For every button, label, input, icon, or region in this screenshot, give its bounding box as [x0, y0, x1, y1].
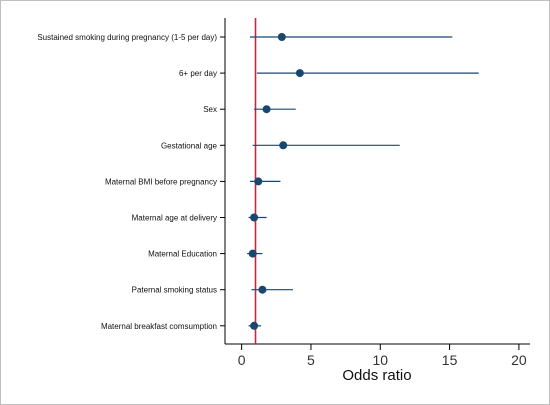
y-tick-label-1: 6+ per day: [179, 69, 217, 78]
point-estimate-3: [279, 141, 288, 150]
y-tick-label-0: Sustained smoking during pregnancy (1-5 …: [37, 33, 217, 42]
y-tick-label-6: Maternal Education: [148, 250, 217, 259]
y-tick-label-4: Maternal BMI before pregnancy: [105, 177, 217, 186]
point-estimate-5: [250, 213, 259, 222]
point-estimate-8: [250, 321, 259, 330]
point-estimate-7: [258, 285, 267, 294]
x-tick-label-4: 20: [511, 352, 527, 368]
point-estimate-1: [295, 69, 304, 78]
point-estimate-4: [254, 177, 263, 186]
x-tick-label-3: 15: [442, 352, 458, 368]
y-tick-label-8: Maternal breakfast comsumption: [101, 322, 217, 331]
x-tick-label-2: 10: [372, 352, 388, 368]
point-estimate-6: [248, 249, 257, 258]
x-axis-title: Odds ratio: [342, 367, 411, 384]
x-tick-label-0: 0: [238, 352, 246, 368]
y-tick-label-2: Sex: [203, 105, 217, 114]
point-estimate-2: [262, 105, 271, 114]
y-tick-label-3: Gestational age: [161, 141, 218, 150]
y-tick-label-7: Paternal smoking status: [132, 286, 217, 295]
point-estimate-0: [277, 33, 286, 41]
y-tick-label-5: Maternal age at delivery: [132, 214, 217, 223]
x-tick-label-1: 5: [307, 352, 315, 368]
plot-area: 0 5 10 15 20 Sustained smoking during pregnan…: [37, 18, 530, 368]
